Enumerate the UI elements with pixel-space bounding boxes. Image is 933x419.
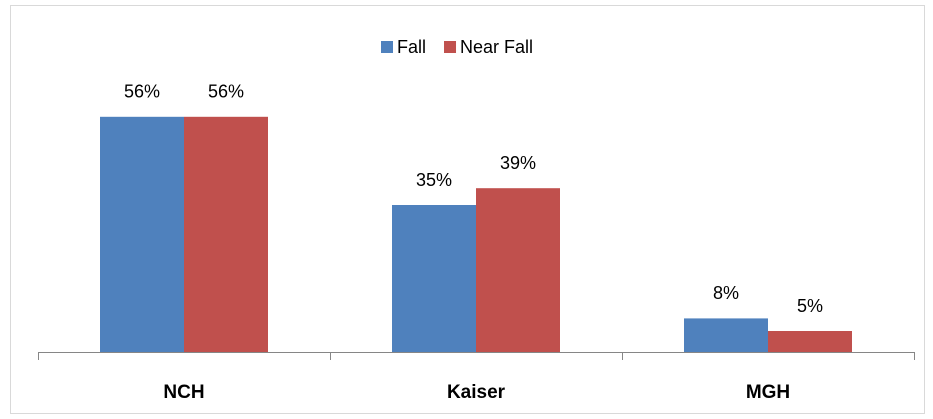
x-tick-label: Kaiser (447, 382, 506, 403)
legend-swatch (381, 41, 393, 53)
data-label: 56% (208, 82, 244, 102)
bar (184, 116, 268, 352)
legend-label: Fall (397, 37, 426, 57)
data-label: 56% (124, 82, 160, 102)
legend-label: Near Fall (460, 37, 533, 57)
data-label: 8% (713, 283, 739, 303)
x-tick-label: MGH (746, 382, 790, 403)
bar (100, 116, 184, 352)
data-label: 35% (416, 170, 452, 190)
bar (476, 188, 560, 352)
bar (768, 331, 852, 352)
data-label: 5% (797, 296, 823, 316)
bar (392, 205, 476, 352)
data-label: 39% (500, 153, 536, 173)
x-tick-label: NCH (163, 382, 204, 403)
bar (684, 318, 768, 352)
legend-swatch (444, 41, 457, 53)
